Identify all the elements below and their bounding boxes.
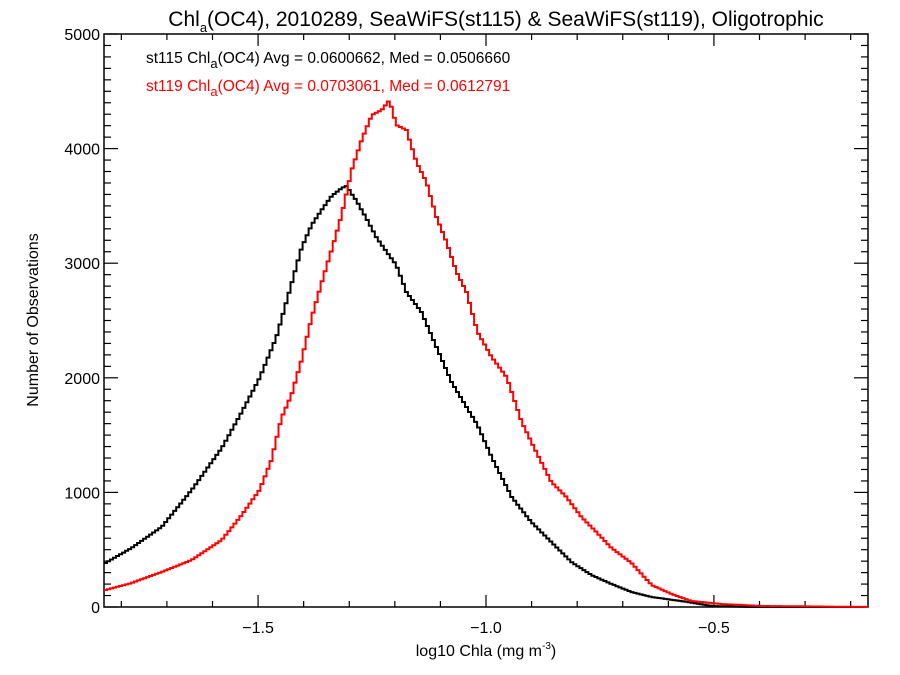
x-tick-label: −0.5 [698, 620, 730, 637]
legend-st115: st115 Chla(OC4) Avg = 0.0600662, Med = 0… [146, 50, 511, 71]
chart-title-suffix: (OC4), 2010289, SeaWiFS(st115) & SeaWiFS… [207, 8, 824, 31]
y-tick-label: 2000 [64, 371, 100, 388]
legend-st115-suffix: (OC4) Avg = 0.0600662, Med = 0.0506660 [218, 50, 511, 67]
x-tick-label: −1.0 [470, 620, 502, 637]
y-axis-label: Number of Observations [25, 233, 42, 406]
legend-st119-suffix: (OC4) Avg = 0.0703061, Med = 0.0612791 [218, 78, 511, 95]
x-axis-label-superscript: -3 [542, 641, 551, 652]
chart-title: Chla(OC4), 2010289, SeaWiFS(st115) & Sea… [168, 8, 823, 35]
y-tick-label: 4000 [64, 142, 100, 159]
y-tick-label: 5000 [64, 27, 100, 44]
x-axis-label-text: log10 Chla (mg m [416, 643, 542, 660]
chart-title-prefix: Chl [168, 8, 200, 31]
y-tick-label: 0 [91, 600, 100, 617]
x-axis-label: log10 Chla (mg m-3) [416, 641, 557, 660]
axis-tick-labels: −1.5 −1.0 −0.5 0 1000 2000 3000 4000 5000 [64, 27, 729, 637]
x-tick-label: −1.5 [242, 620, 274, 637]
y-tick-label: 3000 [64, 256, 100, 273]
legend-st119-subscript: a [210, 84, 218, 99]
series-line-st115 [104, 185, 868, 608]
axis-ticks [104, 33, 868, 608]
x-axis-label-close: ) [551, 643, 556, 660]
plot-frame [103, 33, 869, 608]
legend-st119: st119 Chla(OC4) Avg = 0.0703061, Med = 0… [146, 78, 510, 99]
chart-title-subscript: a [200, 20, 208, 35]
series-group [104, 100, 868, 608]
legend-st119-prefix: st119 Chl [146, 78, 210, 95]
y-tick-label: 1000 [64, 485, 100, 502]
series-line-st119 [104, 100, 868, 608]
legend-st115-subscript: a [210, 56, 218, 71]
legend-st115-prefix: st115 Chl [146, 50, 210, 67]
